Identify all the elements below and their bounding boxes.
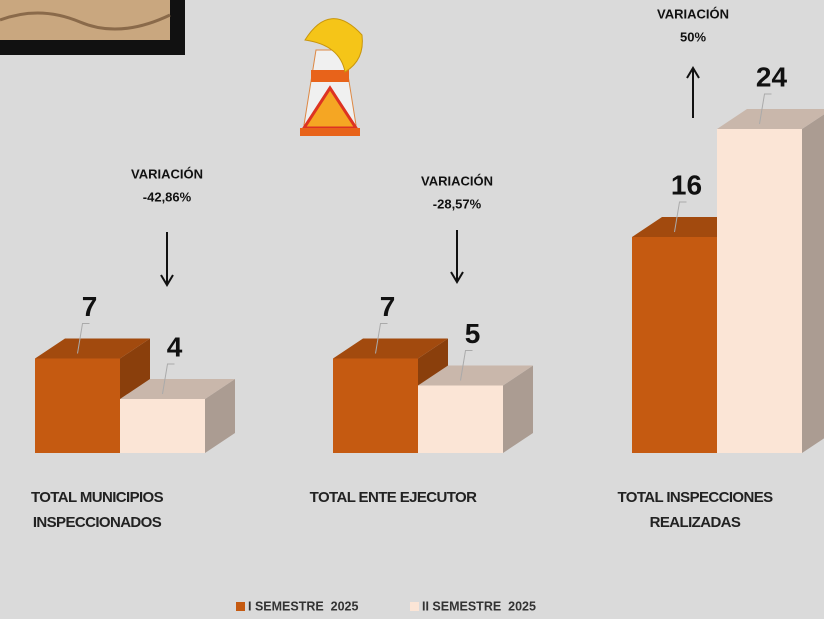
bar-side xyxy=(503,365,533,453)
leader-line xyxy=(674,201,687,233)
bar xyxy=(120,399,205,453)
bar-top xyxy=(333,338,448,359)
bar-side xyxy=(205,379,235,453)
picture-frame xyxy=(0,0,185,55)
bar-top xyxy=(717,109,824,129)
annotation-title: VARIACIÓN xyxy=(421,173,493,188)
bar-top xyxy=(418,365,533,386)
data-label: 7 xyxy=(82,291,98,322)
legend-swatch xyxy=(410,602,419,611)
annotation-value: -28,57% xyxy=(433,196,482,211)
bar-top xyxy=(120,379,235,399)
legend-label: I SEMESTRE 2025 xyxy=(248,599,359,613)
annotation-value: 50% xyxy=(680,29,706,44)
data-label: 16 xyxy=(671,169,702,200)
bar xyxy=(333,358,418,453)
leader-line xyxy=(759,93,772,125)
bar xyxy=(717,129,802,453)
bar-top xyxy=(35,338,150,359)
data-label: 5 xyxy=(465,318,481,349)
category-label: TOTAL MUNICIPIOS INSPECCIONADOS xyxy=(30,489,164,531)
legend-swatch xyxy=(236,602,245,611)
annotation-value: -42,86% xyxy=(143,189,192,204)
annotation-title: VARIACIÓN xyxy=(657,6,729,21)
bar xyxy=(632,237,717,453)
construction-icon xyxy=(300,18,363,136)
bar xyxy=(418,385,503,453)
data-label: 7 xyxy=(380,291,396,322)
leader-line xyxy=(77,323,90,354)
data-label: 4 xyxy=(167,331,183,362)
arrow-head xyxy=(686,66,700,79)
arrow-head xyxy=(450,271,464,284)
leader-line xyxy=(162,363,175,395)
category-label: TOTAL INSPECCIONES REALIZADAS xyxy=(617,489,773,531)
arrow-head xyxy=(160,274,174,287)
data-label: 24 xyxy=(756,61,788,92)
leader-line xyxy=(460,350,473,381)
bar-side xyxy=(802,114,824,453)
leader-line xyxy=(375,323,388,354)
legend-label: II SEMESTRE 2025 xyxy=(422,599,536,613)
annotation-title: VARIACIÓN xyxy=(131,166,203,181)
bar xyxy=(35,358,120,453)
category-label: TOTAL ENTE EJECUTOR xyxy=(309,489,477,506)
